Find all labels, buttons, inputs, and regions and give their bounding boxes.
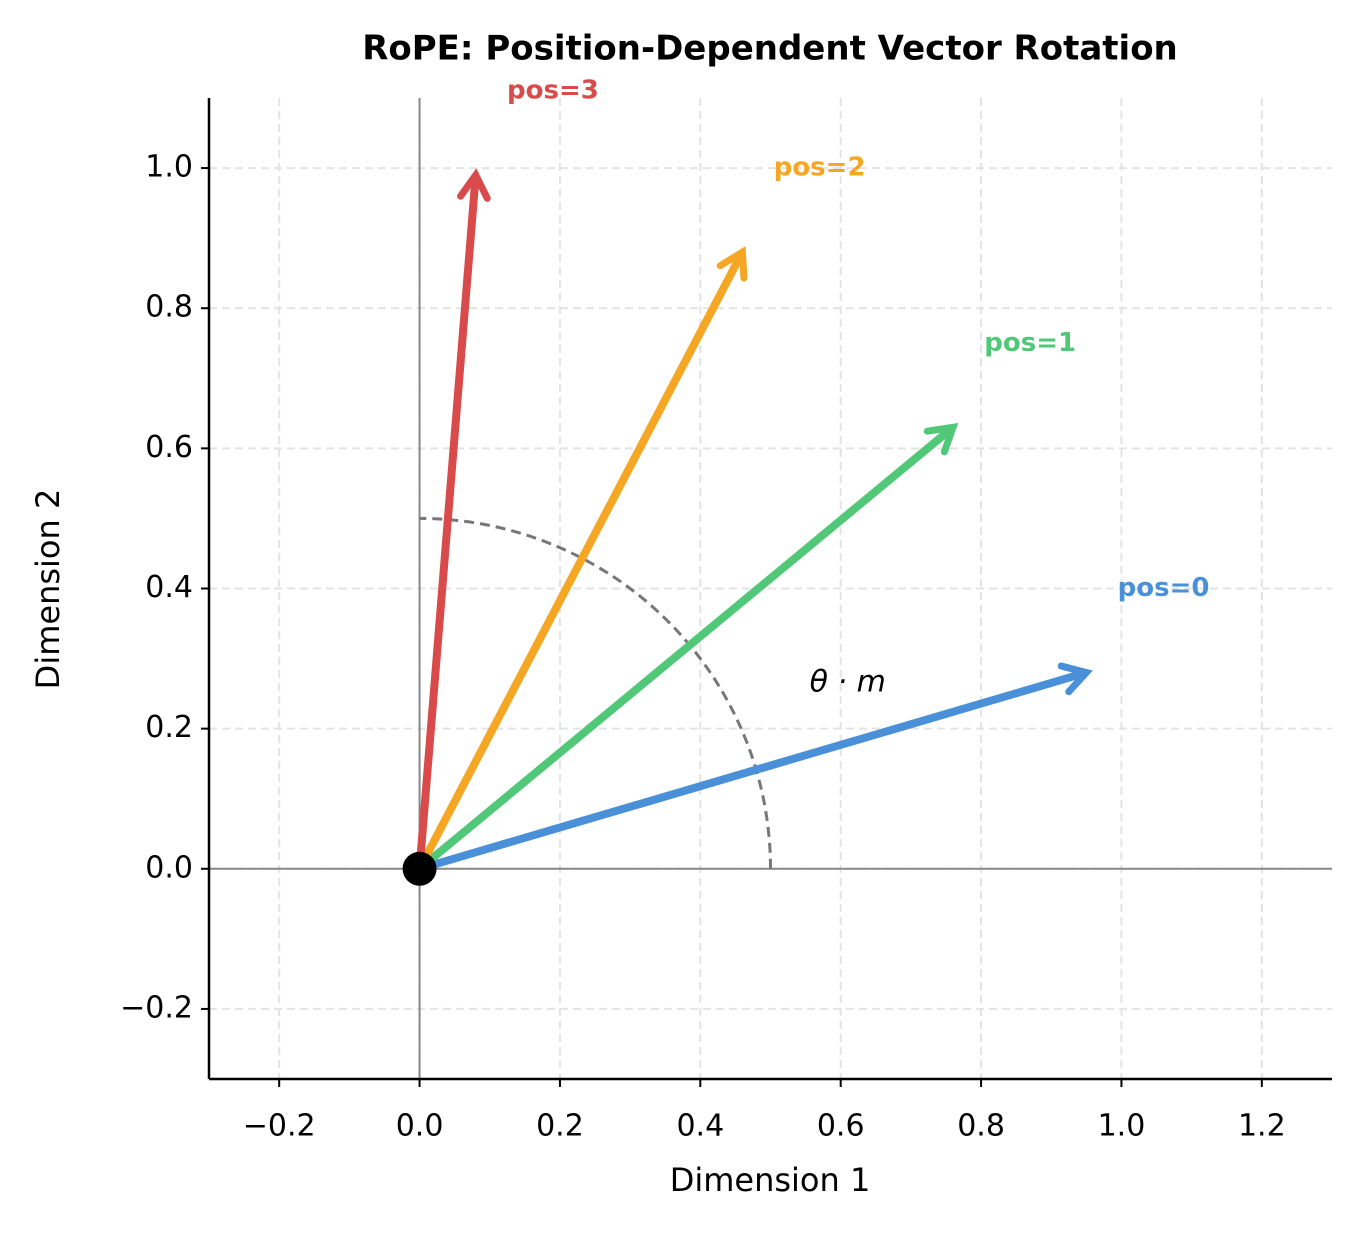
vector-part <box>1057 662 1093 696</box>
vector-label: pos=0 <box>1118 573 1210 603</box>
y-tick-label: 0.2 <box>145 710 193 745</box>
y-tick-label: 0.0 <box>145 850 193 885</box>
origin-dot <box>402 851 437 886</box>
vector-part <box>716 246 748 282</box>
x-tick-label: 0.8 <box>957 1109 1005 1144</box>
vector-label: pos=2 <box>774 153 866 183</box>
vector-part <box>415 251 745 873</box>
x-tick-label: 0.6 <box>817 1109 865 1144</box>
vector <box>415 662 1093 873</box>
y-tick-label: 0.6 <box>145 430 193 465</box>
x-tick-label: −0.2 <box>243 1109 316 1144</box>
vector-part <box>457 168 491 202</box>
x-tick-label: 0.4 <box>676 1109 724 1144</box>
rotation-arc <box>419 516 772 869</box>
x-tick-label: 0.2 <box>536 1109 584 1144</box>
y-tick-label: 1.0 <box>145 150 193 185</box>
x-tick-label: 1.0 <box>1098 1109 1146 1144</box>
vector-label: pos=1 <box>984 328 1076 358</box>
vector-part <box>415 425 954 873</box>
y-axis-label: Dimension 2 <box>29 489 67 690</box>
x-tick-label: 0.0 <box>396 1109 444 1144</box>
chart-title: RoPE: Position-Dependent Vector Rotation <box>362 29 1178 69</box>
x-tick-label: 1.2 <box>1238 1109 1286 1144</box>
y-tick-label: 0.4 <box>145 570 193 605</box>
annotation: θ · m <box>810 665 886 700</box>
vector <box>415 168 491 873</box>
vector-label: pos=3 <box>507 75 599 105</box>
x-axis-label: Dimension 1 <box>670 1161 871 1199</box>
y-tick-label: −0.2 <box>120 990 193 1025</box>
vector <box>415 423 959 873</box>
vector-part <box>923 423 959 456</box>
vector-part <box>415 669 1087 873</box>
vector <box>415 246 748 873</box>
vector-part <box>415 175 480 873</box>
y-tick-label: 0.8 <box>145 290 193 325</box>
